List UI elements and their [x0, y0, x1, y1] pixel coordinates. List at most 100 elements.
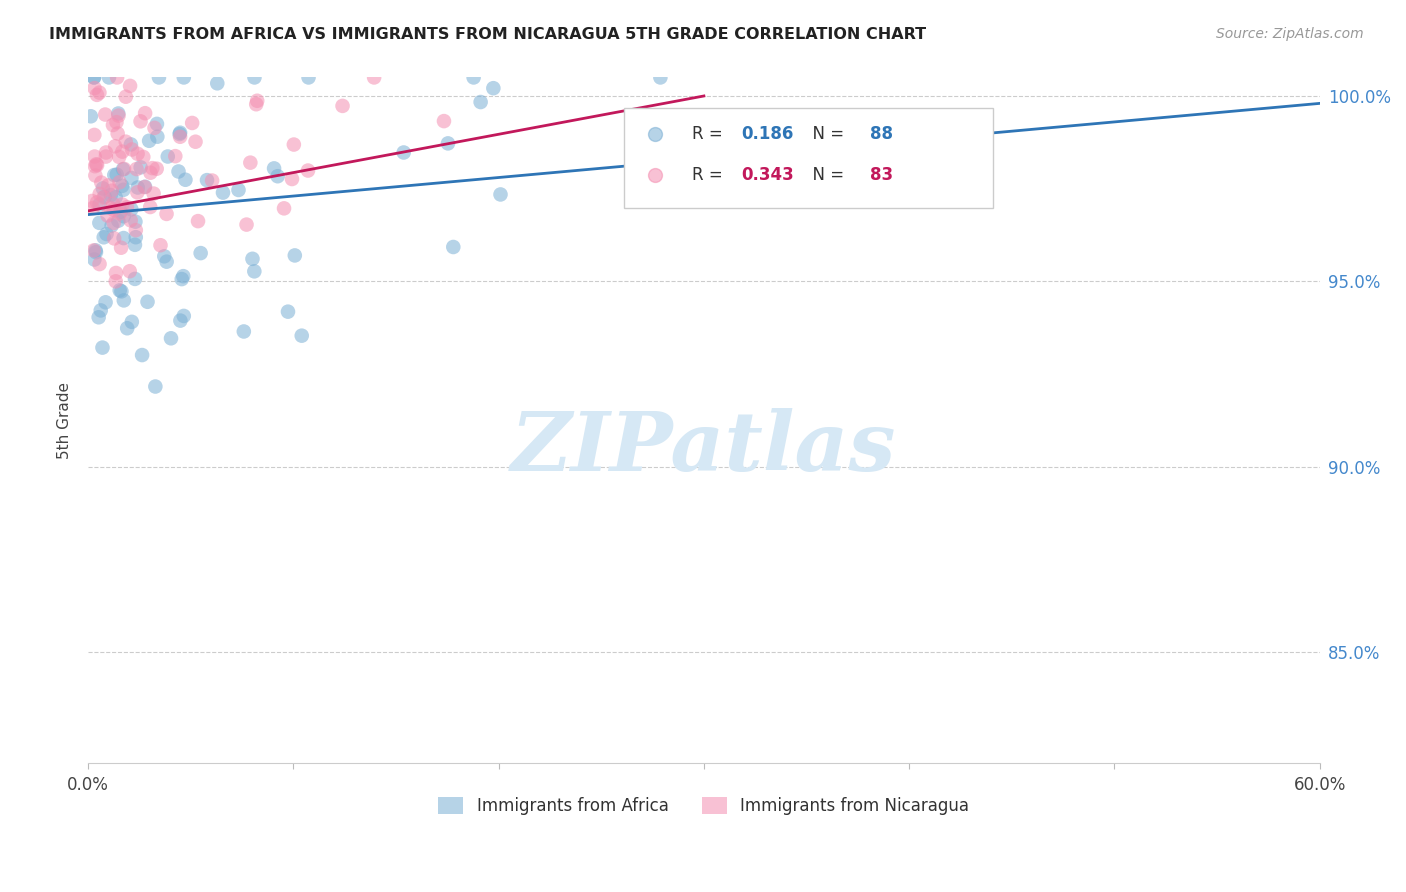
Point: [228, 183, 250, 197]
Point: [82, 201, 104, 215]
Point: [121, 315, 143, 329]
Point: [112, 209, 135, 223]
Point: [141, 161, 163, 175]
Text: Source: ZipAtlas.com: Source: ZipAtlas.com: [1216, 27, 1364, 41]
Point: [83, 128, 105, 142]
Point: [125, 223, 148, 237]
Point: [266, 169, 288, 184]
Point: [111, 197, 134, 211]
Point: [86, 158, 108, 172]
Point: [110, 241, 132, 255]
Point: [120, 137, 142, 152]
Point: [108, 175, 131, 189]
Point: [120, 202, 142, 217]
Point: [103, 231, 125, 245]
Point: [103, 168, 125, 182]
Point: [232, 325, 254, 339]
Point: [125, 162, 148, 177]
Point: [90, 303, 112, 318]
Point: [118, 264, 141, 278]
Point: [114, 135, 136, 149]
Point: [108, 150, 131, 164]
Point: [245, 97, 267, 112]
Point: [124, 237, 146, 252]
Point: [100, 219, 122, 233]
Point: [146, 129, 169, 144]
Point: [112, 162, 135, 177]
Point: [89, 186, 111, 201]
Point: [101, 118, 124, 132]
Point: [297, 163, 319, 178]
Text: ZIPatlas: ZIPatlas: [512, 408, 897, 488]
Text: 88: 88: [870, 126, 893, 144]
Point: [184, 135, 207, 149]
Point: [142, 186, 165, 201]
Point: [112, 231, 135, 245]
Point: [112, 293, 135, 308]
Point: [139, 166, 162, 180]
Point: [127, 146, 149, 161]
Point: [167, 164, 190, 178]
Point: [181, 116, 204, 130]
Point: [127, 186, 149, 200]
Point: [86, 87, 108, 102]
Point: [87, 310, 110, 325]
Point: [169, 126, 191, 140]
Point: [482, 81, 505, 95]
Point: [239, 155, 262, 169]
Point: [173, 309, 195, 323]
Point: [84, 245, 107, 260]
Point: [111, 145, 134, 159]
Point: [107, 109, 129, 123]
Text: R =: R =: [692, 126, 727, 144]
Point: [160, 331, 183, 345]
Point: [242, 252, 264, 266]
Point: [108, 206, 131, 220]
Point: [84, 244, 107, 258]
Point: [153, 249, 176, 263]
Point: [121, 143, 143, 157]
Point: [136, 294, 159, 309]
Point: [91, 341, 114, 355]
Point: [273, 202, 295, 216]
Point: [89, 216, 111, 230]
Point: [129, 161, 152, 175]
Point: [83, 81, 105, 95]
Point: [127, 180, 149, 194]
Point: [107, 106, 129, 120]
Point: [263, 161, 285, 176]
Point: [103, 197, 125, 211]
Point: [277, 304, 299, 318]
Point: [138, 134, 160, 148]
Y-axis label: 5th Grade: 5th Grade: [58, 382, 72, 458]
Point: [110, 285, 132, 299]
Point: [100, 188, 122, 202]
Point: [243, 70, 266, 85]
Point: [124, 272, 146, 286]
Point: [173, 70, 195, 85]
Point: [195, 173, 218, 187]
Point: [174, 173, 197, 187]
Point: [83, 70, 105, 85]
Point: [83, 149, 105, 163]
Point: [172, 269, 194, 284]
Point: [129, 114, 152, 128]
Point: [169, 127, 191, 141]
Point: [134, 179, 156, 194]
Point: [111, 178, 134, 193]
Point: [246, 94, 269, 108]
Point: [80, 109, 103, 123]
Text: 83: 83: [870, 167, 893, 185]
Point: [297, 70, 319, 85]
Text: R =: R =: [692, 167, 727, 185]
Point: [463, 70, 485, 85]
Point: [124, 215, 146, 229]
Point: [107, 127, 129, 141]
Point: [170, 272, 193, 286]
Point: [363, 70, 385, 85]
Point: [105, 70, 128, 85]
Point: [84, 159, 107, 173]
Point: [392, 145, 415, 160]
Point: [105, 168, 128, 182]
Point: [134, 180, 156, 194]
